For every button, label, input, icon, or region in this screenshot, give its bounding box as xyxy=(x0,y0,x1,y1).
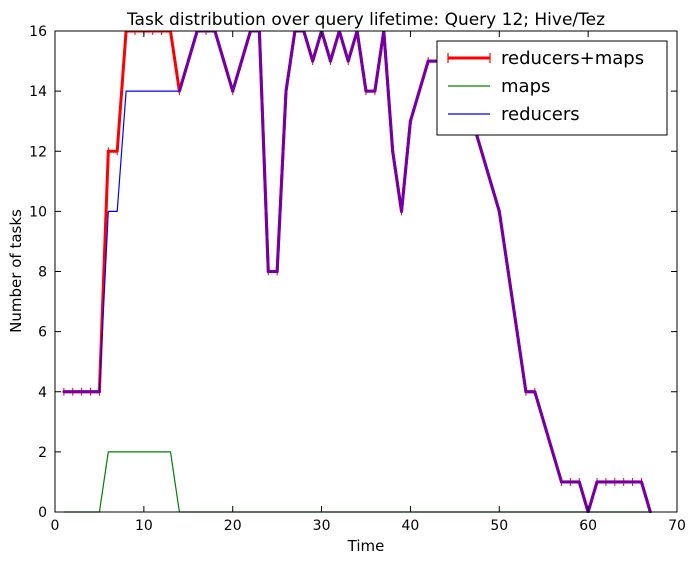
x-tick-label: 70 xyxy=(668,518,686,534)
overlap-segment xyxy=(346,31,359,63)
x-tick-label: 60 xyxy=(579,518,597,534)
overlap-segment xyxy=(231,59,244,93)
overlap-segment xyxy=(311,31,324,63)
series-layer xyxy=(62,31,652,513)
chart-title: Task distribution over query lifetime: Q… xyxy=(126,10,605,30)
overlap-segment xyxy=(577,480,590,513)
y-tick-label: 12 xyxy=(29,144,47,160)
y-tick-label: 4 xyxy=(38,385,47,401)
overlap-segment xyxy=(302,31,315,63)
overlap-segment xyxy=(488,179,501,213)
legend: reducers+maps maps reducers xyxy=(436,40,668,136)
x-tick-label: 40 xyxy=(402,518,420,534)
overlap-segment xyxy=(506,270,519,334)
overlap-segment xyxy=(257,31,270,273)
overlap-segment xyxy=(400,119,412,213)
y-tick-label: 16 xyxy=(29,24,47,40)
legend-label: reducers xyxy=(501,104,580,125)
x-axis-label: Time xyxy=(347,537,385,555)
overlap-segment xyxy=(186,31,199,63)
legend-entry: reducers+maps xyxy=(447,48,644,69)
overlap-segment xyxy=(417,59,430,93)
y-tick-label: 0 xyxy=(38,505,47,521)
overlap-segment xyxy=(382,31,395,153)
x-tick-label: 10 xyxy=(135,518,153,534)
overlap-segment xyxy=(533,390,546,424)
overlap-segment xyxy=(391,149,404,213)
x-tick-label: 30 xyxy=(313,518,331,534)
overlap-segment xyxy=(337,31,350,63)
legend-label: reducers+maps xyxy=(501,48,644,69)
x-tick-label: 20 xyxy=(224,518,242,534)
overlap-segment xyxy=(639,480,652,513)
x-tick-label: 0 xyxy=(51,518,60,534)
legend-entry: maps xyxy=(448,76,550,97)
overlap-segment xyxy=(355,31,368,93)
overlap-segment xyxy=(373,31,386,93)
overlap-segment xyxy=(320,31,332,63)
overlap-segment xyxy=(551,450,563,484)
overlap-segment xyxy=(213,31,226,63)
overlap-segment xyxy=(240,31,252,63)
overlap-segment xyxy=(586,480,599,513)
x-tick-label: 50 xyxy=(490,518,508,534)
overlap-segment xyxy=(480,149,492,183)
overlap-segments xyxy=(62,31,652,513)
overlap-segment xyxy=(515,330,528,394)
overlap-segment xyxy=(328,31,341,63)
overlap-segment xyxy=(222,59,235,93)
y-axis-label: Number of tasks xyxy=(7,209,25,333)
x-axis-ticks: 0 10 20 30 40 50 60 70 xyxy=(51,31,686,534)
overlap-segment xyxy=(177,59,190,93)
overlap-segment xyxy=(542,420,555,454)
y-axis-ticks: 0 2 4 6 8 10 12 14 16 xyxy=(29,24,677,521)
overlap-segment xyxy=(284,31,297,93)
y-tick-label: 8 xyxy=(38,265,47,281)
legend-label: maps xyxy=(501,76,550,97)
y-tick-label: 2 xyxy=(38,445,47,461)
y-tick-label: 10 xyxy=(29,204,47,220)
plot-area: 0 10 20 30 40 50 60 70 0 2 4 6 8 10 12 14 16 xyxy=(29,24,686,534)
y-tick-label: 14 xyxy=(29,84,47,100)
y-tick-label: 6 xyxy=(38,325,47,341)
overlap-segment xyxy=(408,89,421,123)
overlap-segment xyxy=(497,209,510,273)
legend-entry: reducers xyxy=(448,104,580,125)
overlap-segment xyxy=(275,89,288,273)
